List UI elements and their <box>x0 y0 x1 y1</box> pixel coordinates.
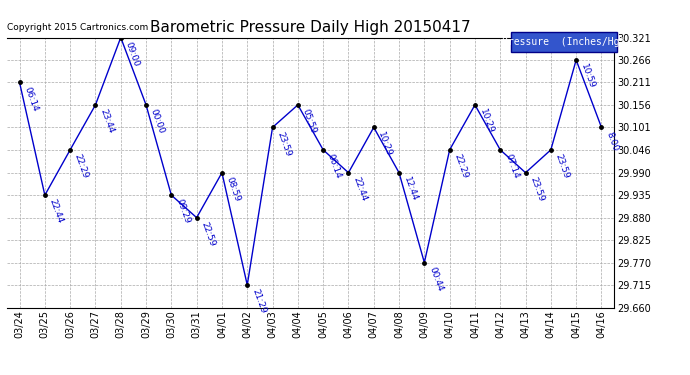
Text: 23:44: 23:44 <box>98 108 115 135</box>
Title: Barometric Pressure Daily High 20150417: Barometric Pressure Daily High 20150417 <box>150 20 471 35</box>
Text: 08:59: 08:59 <box>225 176 242 203</box>
Text: 22:29: 22:29 <box>453 153 470 180</box>
Text: 23:59: 23:59 <box>553 153 571 180</box>
Text: 23:59: 23:59 <box>529 176 546 203</box>
Text: 00:44: 00:44 <box>427 266 444 292</box>
Text: Pressure  (Inches/Hg): Pressure (Inches/Hg) <box>502 38 625 47</box>
Text: 07:14: 07:14 <box>503 153 520 180</box>
Text: 12:44: 12:44 <box>402 176 419 202</box>
Text: 23:59: 23:59 <box>275 130 293 158</box>
FancyBboxPatch shape <box>511 32 617 53</box>
Text: 09:00: 09:00 <box>124 40 141 68</box>
Text: 21:29: 21:29 <box>250 288 267 315</box>
Text: 06:14: 06:14 <box>326 153 343 180</box>
Text: 22:44: 22:44 <box>351 176 368 202</box>
Text: 22:44: 22:44 <box>48 198 65 225</box>
Text: 06:14: 06:14 <box>22 85 39 112</box>
Text: 10:29: 10:29 <box>377 130 394 158</box>
Text: 22:29: 22:29 <box>73 153 90 180</box>
Text: 22:59: 22:59 <box>199 220 217 248</box>
Text: 10:59: 10:59 <box>579 63 596 90</box>
Text: Copyright 2015 Cartronics.com: Copyright 2015 Cartronics.com <box>7 23 148 32</box>
Text: 00:00: 00:00 <box>149 108 166 135</box>
Text: 8:00: 8:00 <box>604 130 620 152</box>
Text: 10:29: 10:29 <box>477 108 495 135</box>
Text: 09:29: 09:29 <box>174 198 191 225</box>
Text: 05:59: 05:59 <box>301 108 318 135</box>
